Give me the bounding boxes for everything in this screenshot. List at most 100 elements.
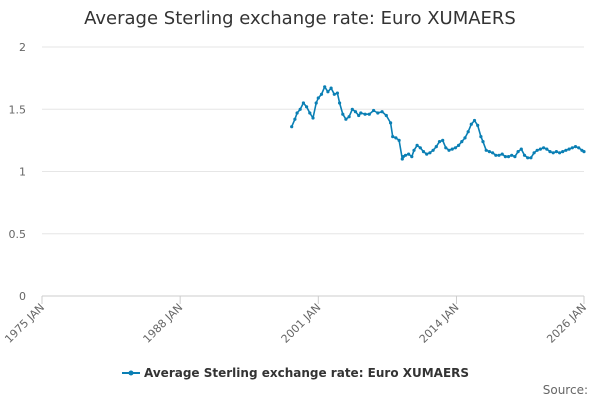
data-point — [437, 140, 442, 144]
data-point — [479, 135, 483, 139]
data-point — [290, 125, 294, 129]
data-point — [380, 110, 384, 114]
data-point — [542, 146, 546, 150]
data-point — [567, 147, 571, 151]
data-point — [341, 112, 345, 116]
data-point — [476, 123, 480, 127]
data-point — [353, 110, 358, 114]
data-point — [384, 113, 388, 118]
data-point — [484, 148, 488, 152]
data-point — [519, 147, 523, 151]
x-tick-label: 2014 JAN — [417, 301, 462, 346]
data-point — [332, 92, 336, 96]
data-point — [497, 153, 501, 157]
data-point — [410, 155, 414, 159]
data-point — [338, 101, 342, 105]
data-point — [316, 96, 320, 100]
data-point — [447, 148, 451, 152]
data-point — [503, 155, 507, 159]
x-tick-label: 1988 JAN — [141, 301, 186, 346]
data-point — [295, 111, 299, 115]
data-point — [319, 92, 324, 96]
data-point — [347, 115, 351, 119]
legend[interactable]: Average Sterling exchange rate: Euro XUM… — [122, 366, 469, 380]
data-point — [535, 148, 539, 152]
series-line — [290, 86, 585, 160]
data-point — [407, 152, 411, 156]
y-tick-label: 1 — [19, 166, 26, 179]
data-point — [516, 150, 520, 154]
data-point — [311, 116, 315, 120]
data-point — [389, 121, 393, 125]
legend-label: Average Sterling exchange rate: Euro XUM… — [144, 366, 469, 380]
data-point — [558, 151, 562, 155]
x-tick-label: 2001 JAN — [279, 301, 324, 346]
y-tick-label: 0.5 — [9, 228, 27, 241]
data-point — [570, 146, 574, 150]
data-point — [428, 151, 432, 155]
x-tick-label: 1975 JAN — [2, 301, 47, 346]
data-point — [376, 111, 380, 115]
source-label: Source: — [543, 383, 588, 397]
data-point — [548, 150, 552, 154]
data-point — [425, 152, 429, 156]
data-point — [545, 147, 549, 151]
data-point — [403, 153, 408, 157]
data-point — [538, 147, 543, 151]
data-point — [526, 156, 530, 160]
data-point — [494, 153, 498, 157]
data-point — [305, 105, 309, 109]
data-point — [453, 146, 457, 150]
data-point — [359, 111, 363, 115]
y-tick-label: 0 — [19, 290, 26, 303]
data-point — [326, 90, 330, 94]
data-point — [487, 150, 491, 154]
data-point — [457, 143, 461, 147]
legend-marker — [128, 370, 134, 376]
data-point — [481, 140, 485, 144]
data-point — [350, 107, 354, 111]
data-point — [298, 107, 302, 111]
data-point — [397, 138, 401, 142]
data-point — [293, 117, 297, 121]
data-point — [554, 150, 559, 154]
chart-title: Average Sterling exchange rate: Euro XUM… — [84, 8, 516, 29]
gridlines — [42, 46, 584, 235]
data-point — [372, 108, 376, 113]
data-point — [441, 138, 445, 142]
data-point — [329, 86, 333, 90]
data-point — [450, 147, 454, 151]
y-tick-label: 2 — [19, 41, 26, 54]
data-point — [357, 113, 361, 118]
data-point — [367, 112, 371, 116]
series-layer — [290, 85, 586, 161]
data-point — [391, 135, 395, 139]
x-tick-label: 2026 JAN — [544, 301, 589, 346]
data-point — [506, 155, 511, 159]
data-point — [561, 150, 565, 154]
data-point — [460, 140, 464, 144]
data-point — [513, 155, 517, 159]
axes: 0 0.5 1 1.5 2 1975 JAN 1988 JAN 2001 JAN 2014 JA… — [2, 41, 589, 346]
data-point — [573, 145, 578, 149]
data-point — [582, 150, 586, 154]
data-point — [463, 136, 467, 140]
data-point — [434, 145, 438, 149]
data-point — [418, 146, 422, 150]
data-point — [500, 152, 504, 156]
data-point — [469, 122, 473, 126]
data-point — [522, 153, 527, 157]
data-point — [308, 111, 312, 115]
data-point — [466, 130, 470, 134]
y-tick-label: 1.5 — [9, 103, 27, 116]
data-point — [412, 148, 416, 152]
data-point — [314, 101, 318, 105]
data-point — [529, 156, 533, 160]
data-point — [551, 151, 555, 155]
data-point — [472, 118, 477, 123]
data-point — [344, 117, 348, 121]
data-point — [415, 143, 419, 147]
data-point — [323, 85, 327, 89]
data-point — [532, 151, 536, 155]
